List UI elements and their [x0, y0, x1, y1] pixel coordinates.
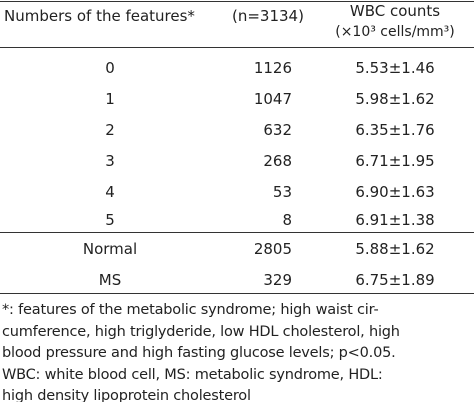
footnote-line: high density lipoprotein cholesterol: [2, 388, 251, 402]
n-value: 268: [263, 152, 292, 170]
n-value: 329: [263, 271, 292, 289]
wbc-value: 6.90±1.63: [355, 183, 435, 201]
wbc-value: 6.35±1.76: [355, 121, 435, 139]
footnote-line: blood pressure and high fasting glucose …: [2, 345, 396, 361]
feature-count: 4: [105, 183, 115, 201]
feature-count: MS: [98, 271, 122, 289]
n-value: 1047: [253, 90, 292, 108]
feature-count: 1: [105, 90, 115, 108]
header-n: (n=3134): [232, 7, 304, 25]
footnote-line: cumference, high triglyderide, low HDL c…: [2, 323, 400, 340]
mid-rule: [0, 232, 474, 233]
header-features: Numbers of the features*: [4, 7, 195, 25]
header-rule: [0, 47, 474, 48]
header-wbc: WBC counts: [349, 2, 441, 20]
header-wbc-unit: (×10³ cells/mm³): [335, 24, 455, 40]
feature-count: 3: [105, 152, 115, 170]
top-rule: [0, 1, 474, 2]
feature-count: Normal: [82, 240, 138, 258]
feature-count: 0: [105, 59, 115, 77]
bottom-rule: [0, 293, 474, 294]
footnote-line: *: features of the metabolic syndrome; h…: [2, 302, 379, 318]
wbc-value: 6.75±1.89: [355, 271, 435, 289]
wbc-value: 5.98±1.62: [355, 90, 435, 108]
wbc-value: 6.71±1.95: [355, 152, 435, 170]
n-value: 1126: [253, 59, 292, 77]
wbc-value: 6.91±1.38: [355, 211, 435, 229]
feature-count: 5: [105, 211, 115, 229]
feature-count: 2: [105, 121, 115, 139]
n-value: 2805: [253, 240, 292, 258]
n-value: 8: [282, 211, 292, 229]
wbc-value: 5.53±1.46: [355, 59, 435, 77]
n-value: 632: [263, 121, 292, 139]
n-value: 53: [272, 183, 292, 201]
wbc-value: 5.88±1.62: [355, 240, 435, 258]
footnote-line: WBC: white blood cell, MS: metabolic syn…: [2, 366, 383, 383]
